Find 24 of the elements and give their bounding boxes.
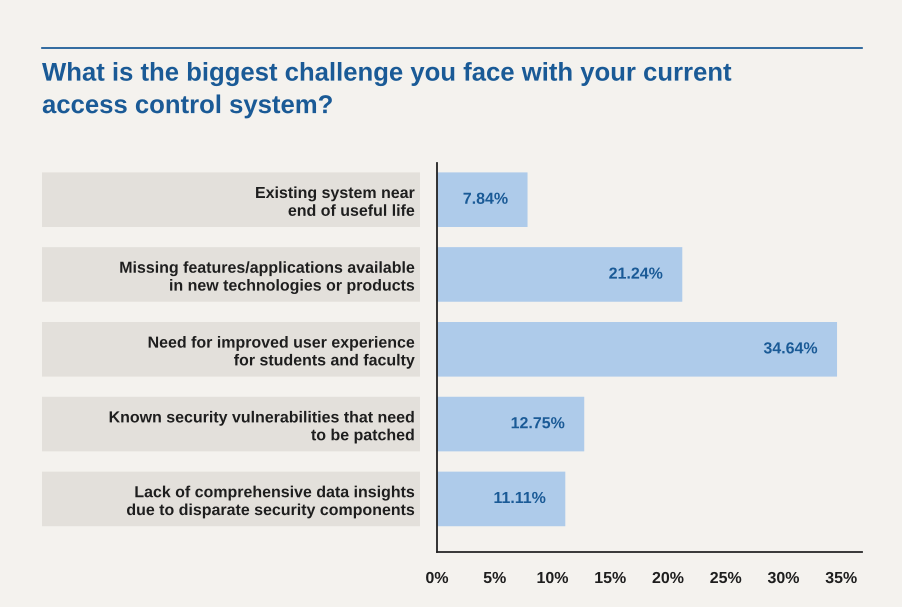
chart-title: What is the biggest challenge you face with your current access control system? xyxy=(42,62,732,118)
x-tick-label: 30% xyxy=(768,572,800,584)
bar xyxy=(437,472,566,526)
data-label: 12.75% xyxy=(512,417,564,428)
data-label: 7.84% xyxy=(464,192,508,204)
x-tick-label: 25% xyxy=(710,572,742,584)
y-tick-label: Need for improved user experience for students and faculty xyxy=(148,336,415,369)
x-tick-label: 5% xyxy=(484,572,506,584)
y-tick-label: Existing system near end of useful life xyxy=(256,186,415,216)
data-label: 21.24% xyxy=(609,267,662,279)
data-label: 34.64% xyxy=(764,342,818,354)
y-tick-label: Missing features/applications available in new technologies or products xyxy=(120,261,414,294)
bar xyxy=(437,322,838,377)
data-label: 11.11% xyxy=(494,492,546,504)
x-tick-label: 0% xyxy=(426,572,448,584)
x-tick-label: 15% xyxy=(595,572,626,584)
x-tick-label: 35% xyxy=(826,572,857,584)
bar xyxy=(437,396,584,452)
x-tick-label: 10% xyxy=(538,572,568,584)
bar xyxy=(437,247,682,302)
x-tick-label: 20% xyxy=(652,572,684,584)
y-tick-label: Lack of comprehensive data insights due to disparate security components xyxy=(127,486,414,518)
bar xyxy=(437,172,528,227)
y-tick-label: Known security vulnerabilities that need to be patched xyxy=(110,410,414,444)
